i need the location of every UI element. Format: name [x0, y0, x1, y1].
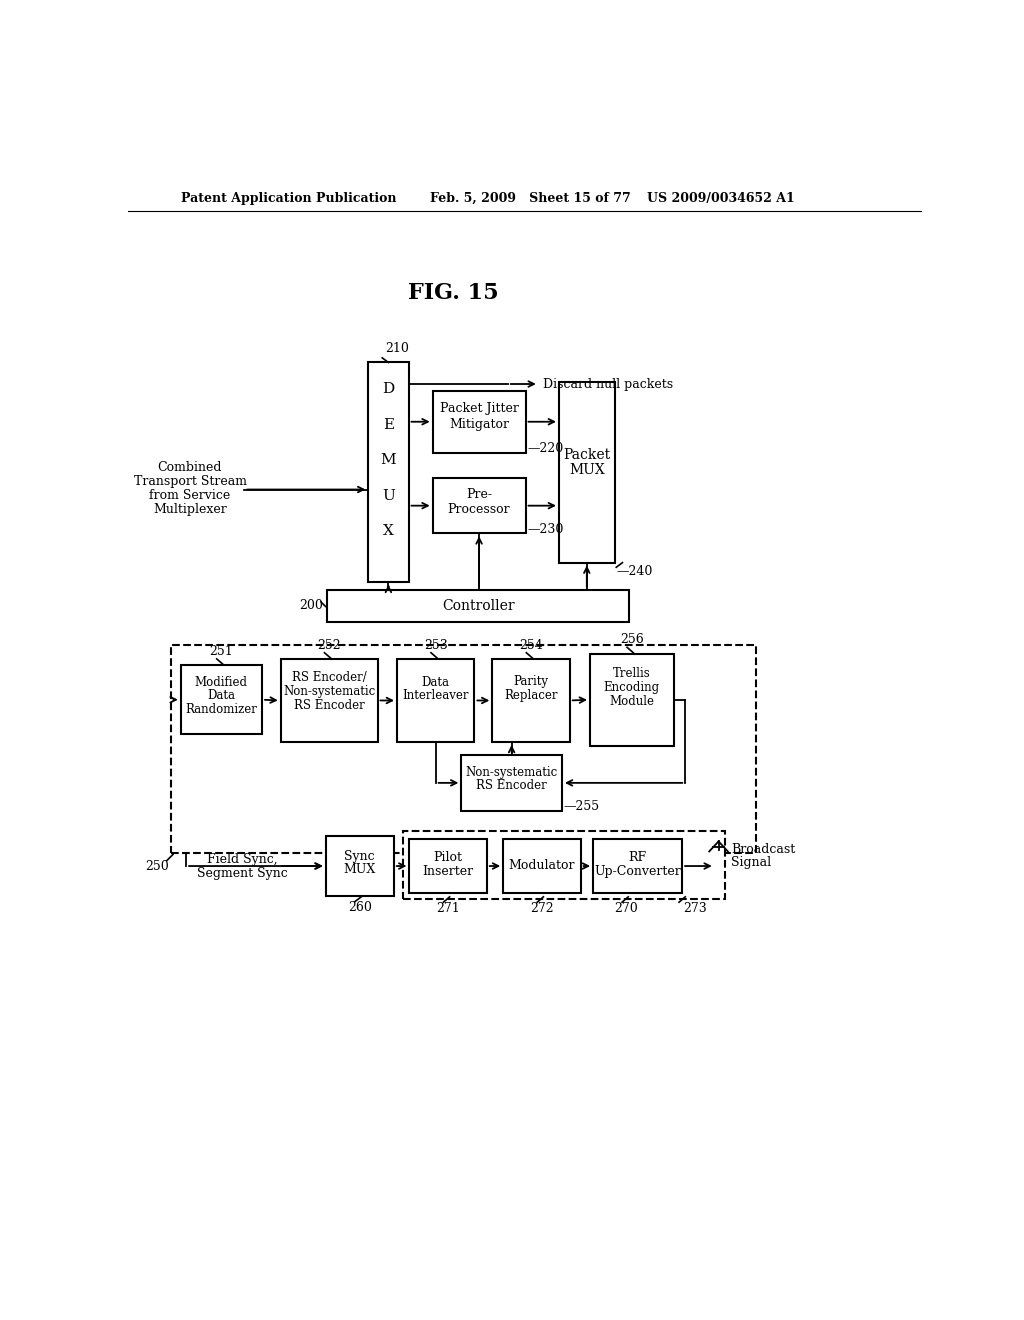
- Bar: [326, 836, 394, 896]
- Text: U: U: [382, 488, 395, 503]
- Text: Replacer: Replacer: [504, 689, 558, 702]
- Text: Modulator: Modulator: [509, 859, 575, 871]
- Text: Mitigator: Mitigator: [450, 418, 509, 432]
- Text: Trellis: Trellis: [613, 667, 650, 680]
- Text: Up-Converter: Up-Converter: [594, 865, 681, 878]
- Text: Feb. 5, 2009   Sheet 15 of 77: Feb. 5, 2009 Sheet 15 of 77: [430, 191, 631, 205]
- Bar: [403, 832, 725, 899]
- Text: 252: 252: [317, 639, 341, 652]
- Bar: [559, 381, 614, 562]
- Text: 210: 210: [385, 342, 410, 355]
- Text: 256: 256: [620, 634, 644, 647]
- Text: 250: 250: [145, 861, 169, 874]
- Text: Packet Jitter: Packet Jitter: [439, 403, 518, 416]
- Bar: [432, 478, 525, 533]
- Text: Pilot: Pilot: [433, 851, 463, 865]
- Text: RS Encoder/: RS Encoder/: [292, 671, 367, 684]
- Bar: [171, 645, 756, 853]
- Bar: [432, 391, 525, 453]
- Text: MUX: MUX: [344, 863, 376, 876]
- Text: from Service: from Service: [150, 490, 230, 502]
- Bar: [461, 755, 562, 810]
- Text: Non-systematic: Non-systematic: [283, 685, 375, 698]
- Text: Data: Data: [208, 689, 236, 702]
- Text: Packet: Packet: [563, 447, 610, 462]
- Text: X: X: [383, 524, 394, 539]
- Text: 200: 200: [299, 599, 324, 612]
- Bar: [593, 840, 682, 892]
- Text: 251: 251: [210, 644, 233, 657]
- Text: RS Encoder: RS Encoder: [294, 698, 365, 711]
- Text: Modified: Modified: [195, 676, 248, 689]
- Text: 272: 272: [530, 902, 554, 915]
- Text: D: D: [382, 383, 394, 396]
- Text: 254: 254: [519, 639, 543, 652]
- Text: US 2009/0034652 A1: US 2009/0034652 A1: [647, 191, 795, 205]
- Bar: [503, 840, 581, 892]
- Bar: [493, 659, 569, 742]
- Text: Processor: Processor: [447, 503, 510, 516]
- Text: Inserter: Inserter: [423, 865, 474, 878]
- Text: —230: —230: [527, 523, 563, 536]
- Bar: [328, 590, 630, 622]
- Text: Signal: Signal: [731, 855, 771, 869]
- Text: 260: 260: [348, 902, 372, 915]
- Bar: [281, 659, 378, 742]
- Text: —255: —255: [563, 800, 600, 813]
- Text: —220: —220: [527, 442, 563, 455]
- Text: Combined: Combined: [158, 462, 222, 474]
- Text: 273: 273: [684, 902, 708, 915]
- Bar: [180, 665, 262, 734]
- Text: Sync: Sync: [344, 850, 375, 862]
- Bar: [590, 653, 674, 746]
- Text: Broadcast: Broadcast: [731, 842, 796, 855]
- Text: RF: RF: [629, 851, 646, 865]
- Text: M: M: [381, 453, 396, 467]
- Text: Multiplexer: Multiplexer: [154, 503, 227, 516]
- Bar: [410, 840, 486, 892]
- Text: Patent Application Publication: Patent Application Publication: [180, 191, 396, 205]
- Text: Segment Sync: Segment Sync: [197, 867, 288, 880]
- Text: MUX: MUX: [569, 463, 605, 478]
- Text: RS Encoder: RS Encoder: [476, 779, 547, 792]
- Text: FIG. 15: FIG. 15: [409, 282, 499, 304]
- Text: Encoding: Encoding: [604, 681, 659, 694]
- Text: Data: Data: [422, 676, 450, 689]
- Text: E: E: [383, 418, 394, 432]
- Text: 270: 270: [614, 902, 638, 915]
- Text: Transport Stream: Transport Stream: [133, 475, 247, 488]
- Text: Controller: Controller: [442, 599, 515, 612]
- Text: 253: 253: [424, 639, 447, 652]
- Bar: [369, 363, 409, 582]
- Text: Non-systematic: Non-systematic: [466, 766, 558, 779]
- Text: Module: Module: [609, 694, 654, 708]
- Text: —240: —240: [616, 565, 652, 578]
- Text: Field Sync,: Field Sync,: [207, 853, 278, 866]
- Text: Interleaver: Interleaver: [402, 689, 469, 702]
- Bar: [397, 659, 474, 742]
- Text: Randomizer: Randomizer: [185, 704, 257, 717]
- Text: Parity: Parity: [513, 676, 549, 689]
- Text: Pre-: Pre-: [466, 488, 493, 502]
- Text: Discard null packets: Discard null packets: [543, 378, 673, 391]
- Text: 271: 271: [436, 902, 460, 915]
